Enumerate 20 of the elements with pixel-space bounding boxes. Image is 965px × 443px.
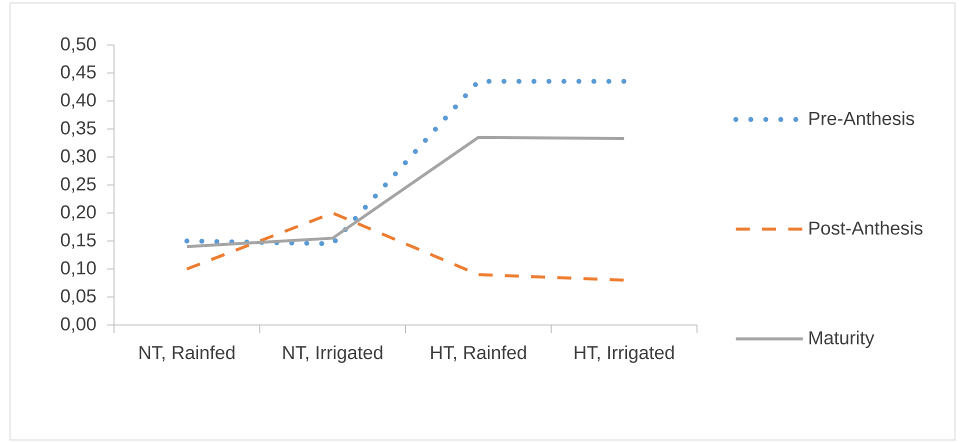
y-tick-label: 0,00 <box>60 317 96 333</box>
y-tick-label: 0,40 <box>60 93 96 109</box>
y-tick-label: 0,20 <box>60 205 96 221</box>
legend-label: Post-Anthesis <box>810 221 922 235</box>
y-tick-label: 0,45 <box>60 65 96 81</box>
y-tick-label: 0,50 <box>60 37 96 53</box>
y-tick-label: 0,10 <box>60 261 96 277</box>
x-tick-label: NT, Rainfed <box>140 345 234 362</box>
y-tick-label: 0,25 <box>60 177 96 193</box>
line-series <box>185 211 626 282</box>
y-tick-label: 0,35 <box>60 121 96 137</box>
line-series <box>185 136 626 248</box>
y-tick-label: 0,30 <box>60 149 96 165</box>
y-tick-label: 0,05 <box>60 289 96 305</box>
y-tick-label: 0,15 <box>60 233 96 249</box>
x-tick-label: NT, Irrigated <box>283 345 382 363</box>
x-tick-label: HT, Rainfed <box>431 345 526 362</box>
x-tick-label: HT, Irrigated <box>574 345 674 363</box>
legend-label: Maturity <box>810 330 874 348</box>
legend-label: Pre-Anthesis <box>810 111 914 126</box>
